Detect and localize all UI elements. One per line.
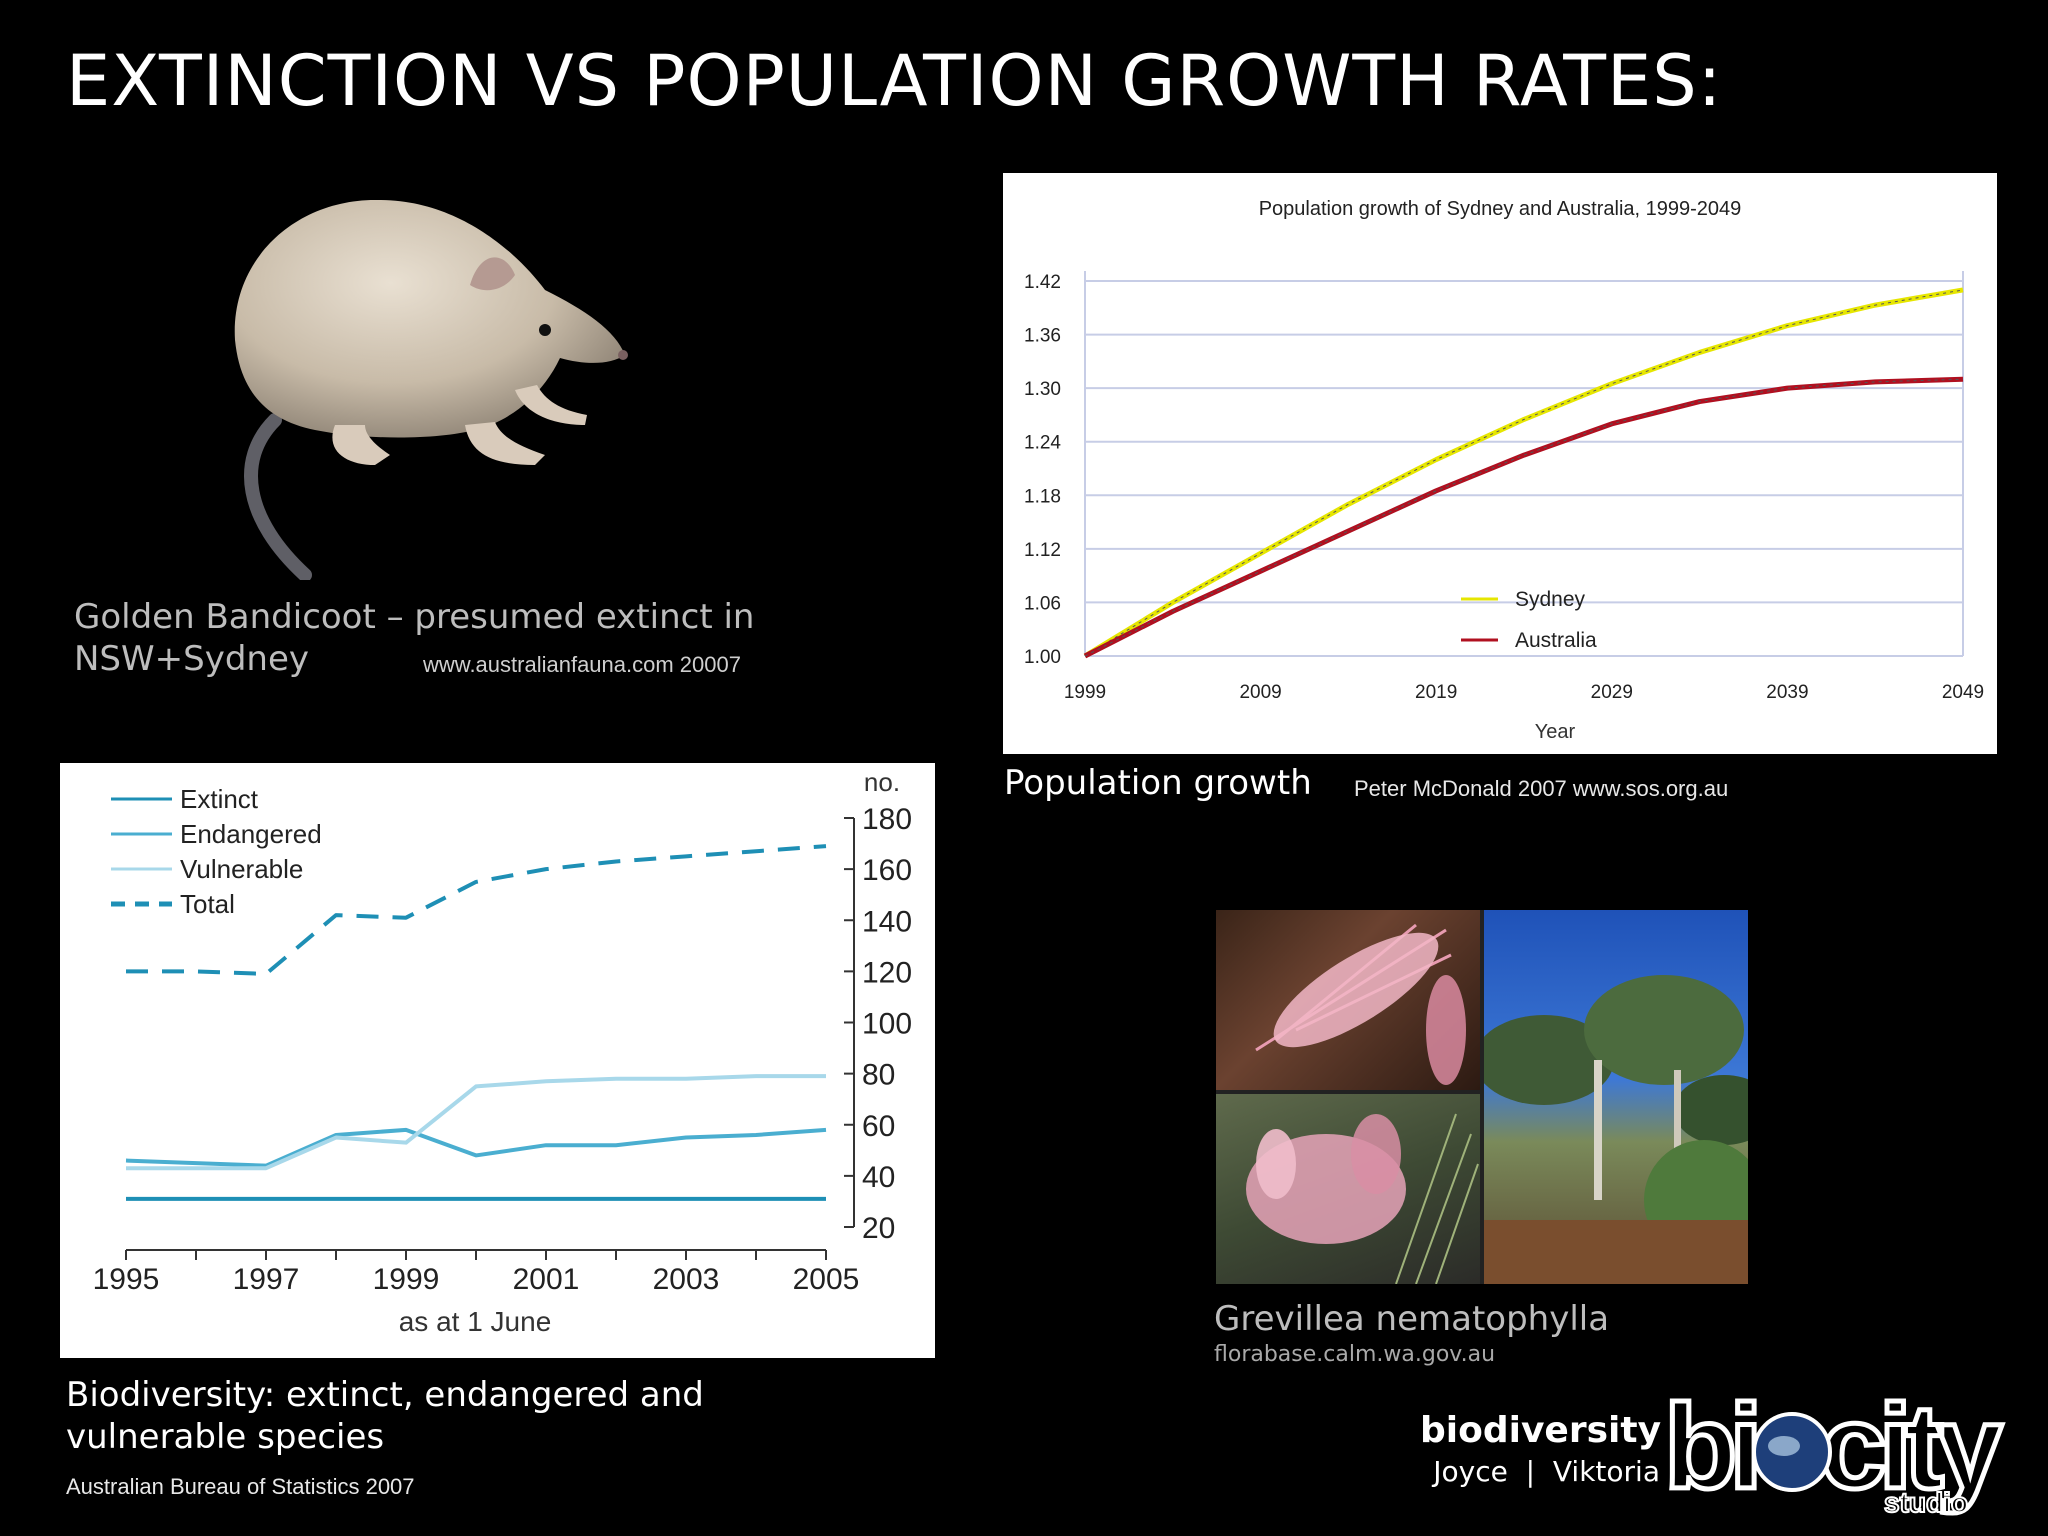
brand-authors: Joyce | Viktoria: [1433, 1455, 1660, 1488]
population-ytick-label: 1.00: [1024, 647, 1061, 668]
grevillea-flower-photo-1: [1216, 910, 1480, 1090]
biodiversity-ytick-label: 80: [862, 1059, 895, 1092]
bandicoot-source: www.australianfauna.com 20007: [423, 652, 741, 677]
population-xtick-label: 2029: [1591, 682, 1633, 703]
biodiversity-caption-line2: vulnerable species: [66, 1417, 385, 1457]
biodiversity-ytick-label: 60: [862, 1110, 895, 1143]
biodiversity-xtick-label: 2001: [513, 1263, 580, 1296]
biodiversity-chart-panel: 20 40 60 80 100 120 140 160 180 1995 1997 1999 2001 2…: [60, 763, 935, 1358]
biodiversity-legend-label: Extinct: [180, 784, 259, 814]
population-legend-label: Australia: [1515, 629, 1597, 652]
biodiversity-legend-label: Vulnerable: [180, 854, 303, 884]
bandicoot-caption-line2: NSW+Sydney: [74, 639, 309, 679]
biodiversity-xtick-label: 2005: [793, 1263, 860, 1296]
population-series-sydney-overlay: [1084, 289, 1964, 657]
population-ytick-label: 1.36: [1024, 326, 1061, 347]
biodiversity-xtick-label: 1995: [93, 1263, 160, 1296]
population-ytick-label: 1.18: [1024, 486, 1061, 507]
population-chart-xlabel: Year: [1535, 721, 1576, 743]
biodiversity-legend-label: Endangered: [180, 819, 322, 849]
slide-title: EXTINCTION VS POPULATION GROWTH RATES:: [66, 40, 1723, 122]
population-ytick-label: 1.30: [1024, 379, 1061, 400]
biodiversity-chart-ylabel: no.: [864, 767, 900, 797]
population-ytick-label: 1.42: [1024, 272, 1061, 293]
population-caption: Population growth: [1004, 763, 1312, 803]
population-xtick-label: 2039: [1766, 682, 1808, 703]
biodiversity-ytick-label: 160: [862, 854, 912, 887]
grevillea-flower-photo-2: [1216, 1094, 1480, 1284]
biodiversity-xtick-label: 1997: [233, 1263, 300, 1296]
biodiversity-series-total: [126, 844, 827, 976]
biocity-logo: biocity studio: [1662, 1378, 2040, 1520]
population-legend-label: Sydney: [1515, 588, 1586, 611]
biodiversity-series-vulnerable: [126, 1074, 826, 1171]
population-source: Peter McDonald 2007 www.sos.org.au: [1354, 776, 1729, 801]
biodiversity-caption-line1: Biodiversity: extinct, endangered and: [66, 1375, 704, 1415]
biodiversity-series-endangered: [125, 1127, 827, 1168]
population-xtick-label: 2049: [1942, 682, 1984, 703]
grevillea-photo-collage: [1216, 910, 1748, 1284]
bandicoot-image: [215, 190, 635, 582]
population-chart-panel: Population growth of Sydney and Australi…: [1003, 173, 1997, 754]
biodiversity-ytick-label: 120: [862, 956, 912, 989]
population-ytick-label: 1.06: [1024, 593, 1061, 614]
population-ytick-label: 1.24: [1024, 433, 1061, 454]
population-xtick-label: 2019: [1415, 682, 1457, 703]
biodiversity-xtick-label: 1999: [373, 1263, 440, 1296]
grevillea-source: florabase.calm.wa.gov.au: [1214, 1342, 1496, 1367]
biodiversity-source: Australian Bureau of Statistics 2007: [66, 1474, 415, 1499]
grevillea-caption: Grevillea nematophylla: [1214, 1299, 1610, 1339]
biocity-logo-text: biocity: [1664, 1388, 2003, 1514]
population-xtick-label: 2009: [1239, 682, 1281, 703]
population-xtick-label: 1999: [1064, 682, 1106, 703]
brand-word: biodiversity: [1420, 1410, 1662, 1451]
biodiversity-ytick-label: 140: [862, 905, 912, 938]
population-chart-title: Population growth of Sydney and Australi…: [1259, 198, 1742, 220]
population-ytick-label: 1.12: [1024, 540, 1061, 561]
biodiversity-legend-label: Total: [180, 889, 235, 919]
biodiversity-ytick-label: 100: [862, 1008, 912, 1041]
bandicoot-caption-line1: Golden Bandicoot – presumed extinct in: [74, 597, 755, 637]
biodiversity-xtick-label: 2003: [653, 1263, 720, 1296]
biodiversity-ytick-label: 20: [862, 1212, 895, 1245]
population-chart: Population growth of Sydney and Australi…: [1024, 198, 1984, 743]
grevillea-habitat-photo: [1484, 910, 1748, 1284]
biocity-logo-subtext: studio: [1884, 1487, 1968, 1518]
biodiversity-ytick-label: 180: [862, 803, 912, 836]
biodiversity-chart: 20 40 60 80 100 120 140 160 180 1995 1997 1999 2001 2…: [93, 767, 912, 1337]
biodiversity-chart-xlabel: as at 1 June: [399, 1306, 552, 1337]
population-series-australia-overlay: [1084, 378, 1964, 657]
biodiversity-ytick-label: 40: [862, 1161, 895, 1194]
